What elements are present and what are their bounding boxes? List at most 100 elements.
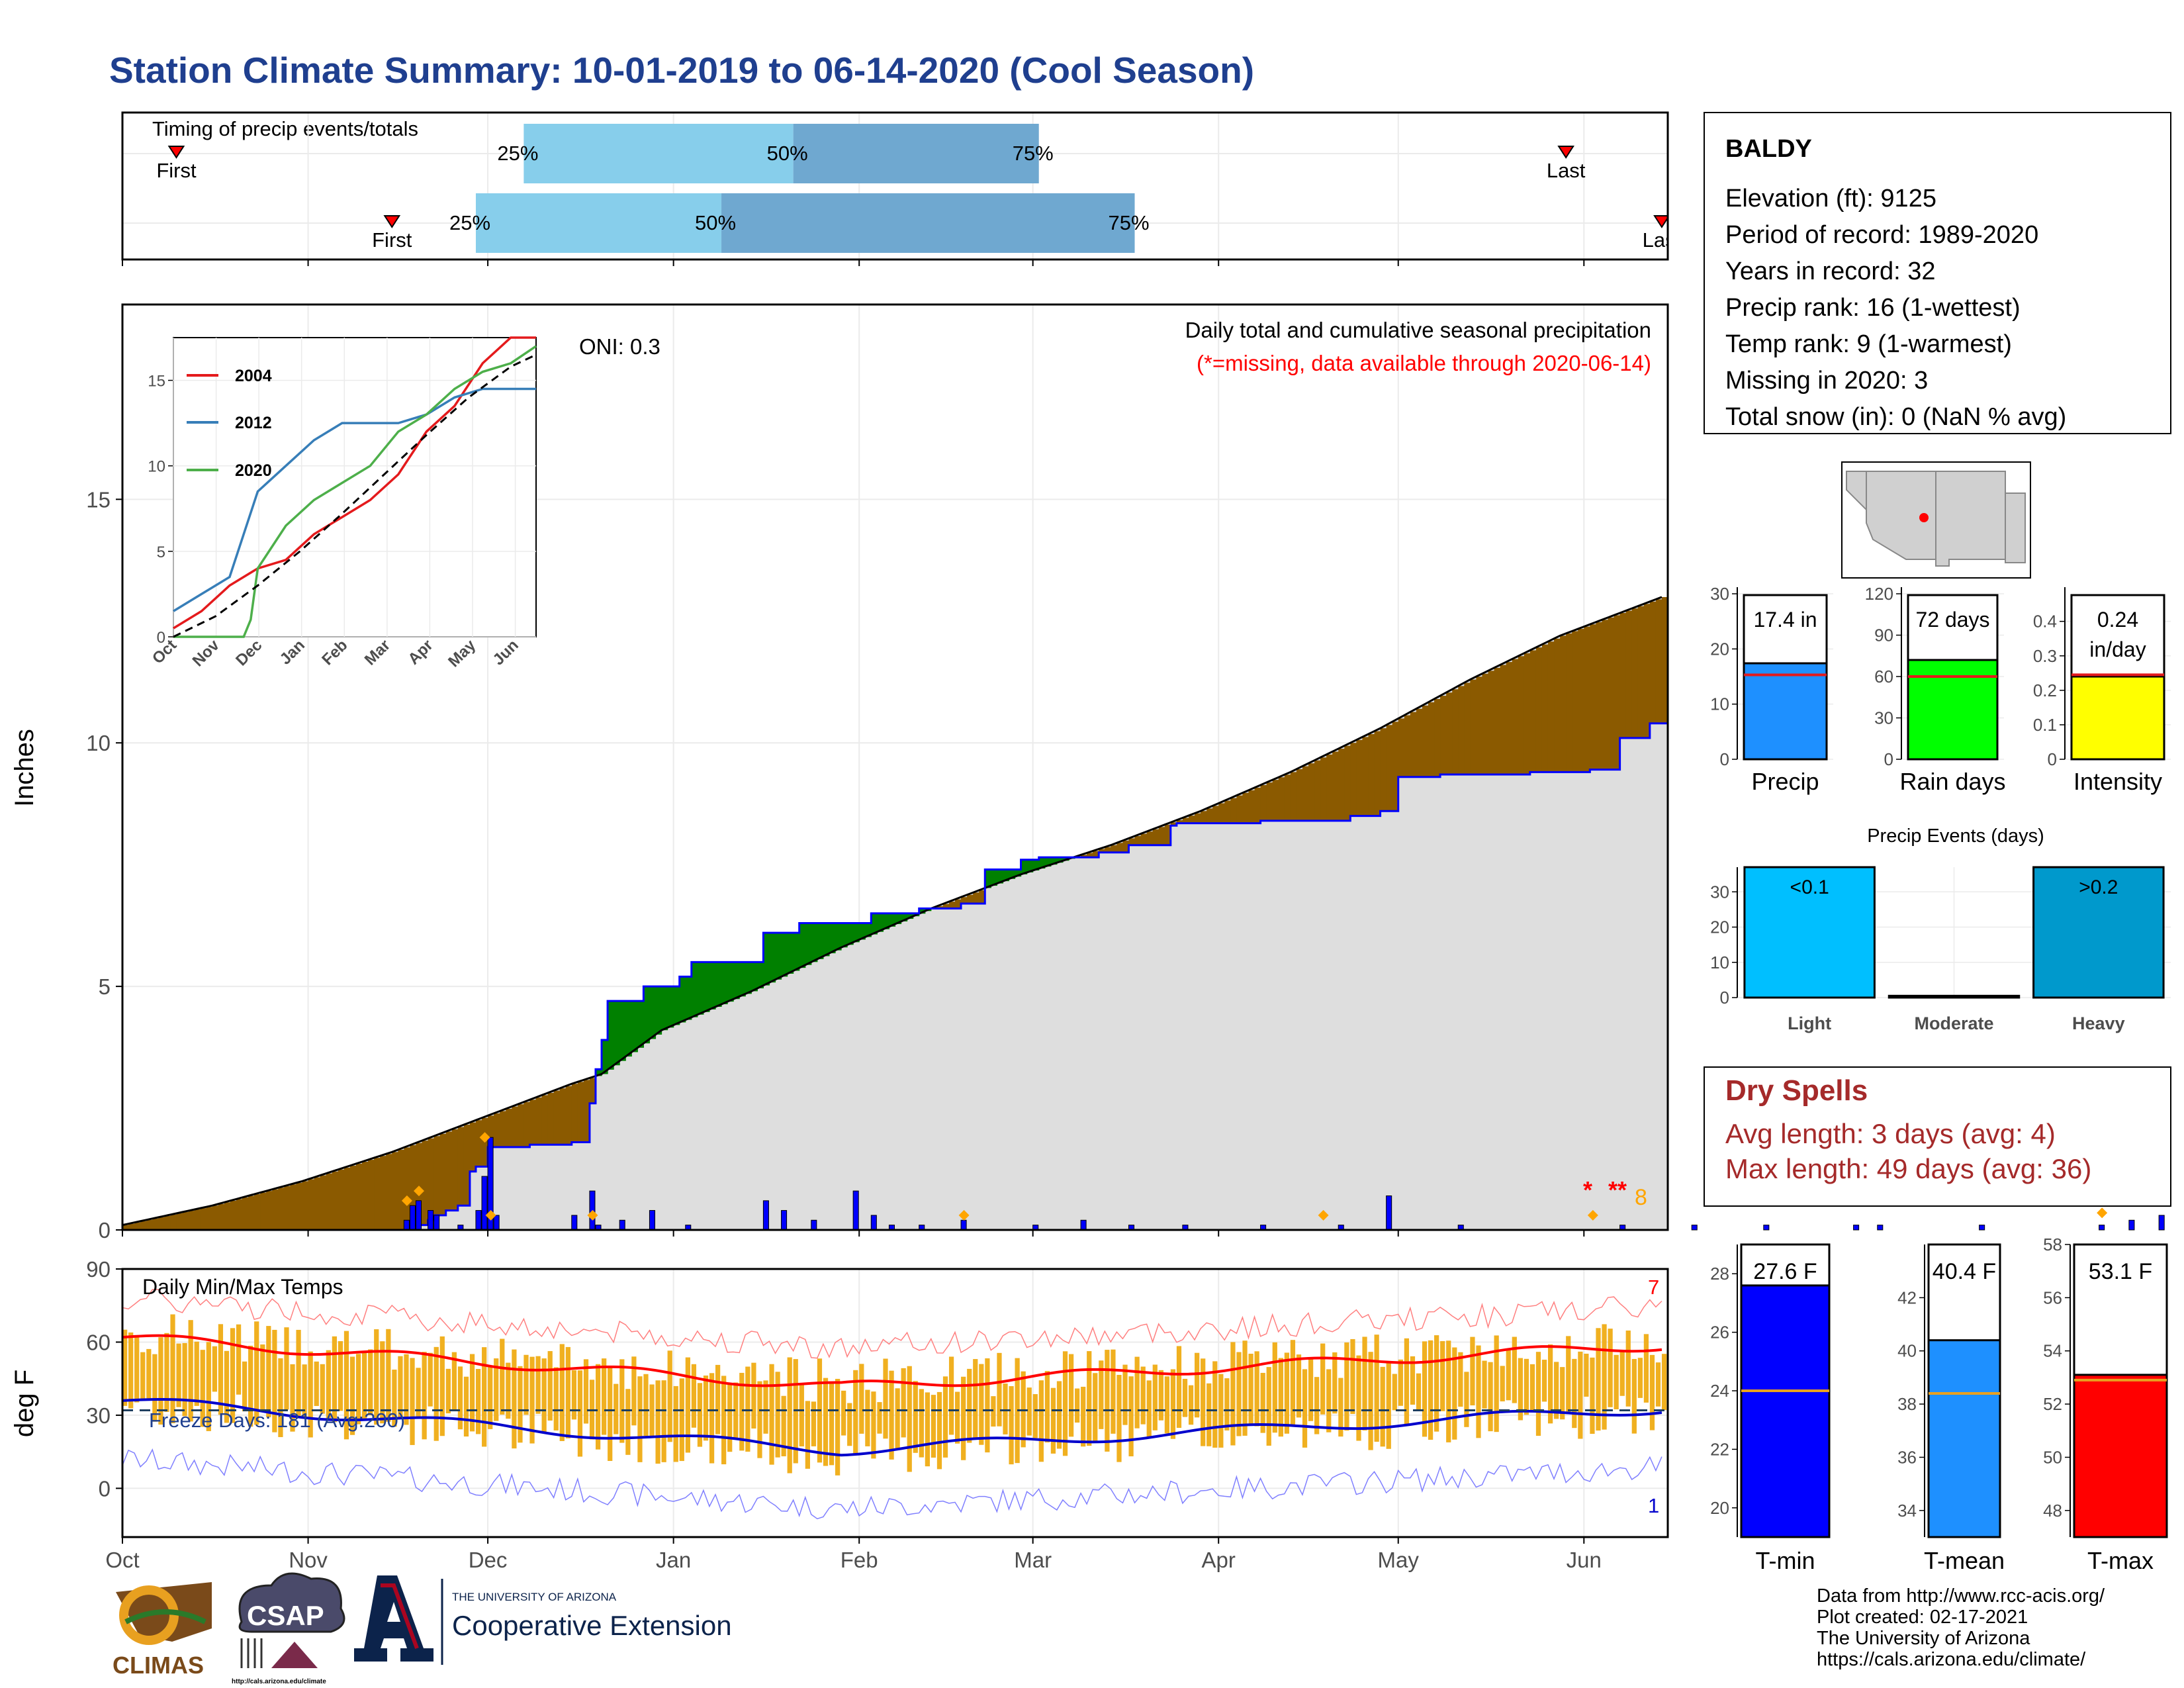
precip-annotation-title: Daily total and cumulative seasonal prec…	[1185, 318, 1651, 342]
precip-y-tick-label: 5	[99, 974, 111, 999]
daily-temp-range-bar	[1009, 1386, 1014, 1465]
temp-bar-y-tick-label: 28	[1710, 1264, 1729, 1284]
deficit-band	[248, 1196, 255, 1230]
deficit-band	[1368, 733, 1375, 816]
deficit-band	[523, 1102, 531, 1147]
daily-temp-range-bar	[847, 1403, 852, 1446]
inset-series-2012	[173, 387, 536, 612]
deficit-band	[1284, 774, 1291, 821]
surplus-band	[685, 976, 692, 1020]
freeze-days-label: Freeze Days: 181 (Avg:200)	[149, 1409, 405, 1432]
station-location-marker	[1919, 513, 1929, 522]
daily-temp-range-bar	[691, 1364, 697, 1428]
map-state-texas	[2005, 492, 2026, 563]
surplus-band	[1050, 857, 1058, 865]
daily-temp-range-bar	[608, 1366, 613, 1462]
deficit-band	[1290, 772, 1297, 821]
deficit-band	[948, 902, 956, 909]
deficit-band	[1338, 749, 1345, 821]
deficit-band	[194, 1209, 201, 1230]
daily-temp-range-bar	[1410, 1356, 1416, 1405]
map-state-nevada	[1846, 471, 1867, 512]
inset-series-2004	[173, 336, 536, 630]
deficit-band	[200, 1208, 207, 1230]
daily-precip-bar	[1763, 1225, 1770, 1231]
deficit-band	[1344, 745, 1351, 821]
surplus-band	[679, 976, 686, 1023]
daily-temp-range-bar	[146, 1348, 152, 1400]
timing-p50-label: 50%	[695, 211, 736, 234]
deficit-band	[362, 1161, 369, 1230]
daily-temp-range-bar	[242, 1361, 248, 1412]
deficit-band	[1619, 613, 1627, 738]
mini-bar-value-label: 72 days	[1915, 608, 1989, 632]
deficit-band	[973, 892, 979, 904]
daily-temp-range-bar	[362, 1352, 367, 1421]
daily-temp-range-bar	[901, 1368, 906, 1438]
deficit-band	[1326, 754, 1333, 821]
surplus-band	[619, 1001, 626, 1061]
daily-temp-range-bar	[1326, 1369, 1332, 1432]
daily-temp-range-bar	[535, 1356, 541, 1414]
daily-temp-range-bar	[913, 1381, 918, 1453]
record-high-line	[122, 1289, 1662, 1359]
daily-temp-range-bar	[320, 1364, 325, 1414]
events-bar-label: >0.2	[2079, 876, 2118, 898]
surplus-band	[631, 1001, 638, 1053]
station-detail: Years in record: 32	[1725, 258, 1936, 285]
deficit-band	[1146, 831, 1154, 845]
deficit-band	[404, 1147, 411, 1230]
daily-temp-range-bar	[1075, 1388, 1080, 1423]
deficit-band	[1529, 650, 1537, 773]
temp-bar-y-tick-label: 38	[1897, 1394, 1917, 1414]
deficit-band	[320, 1175, 327, 1230]
deficit-band	[565, 1086, 572, 1145]
daily-temp-range-bar	[733, 1382, 739, 1438]
daily-temp-range-bar	[392, 1370, 397, 1427]
timing-first-label: First	[372, 228, 412, 252]
daily-temp-range-bar	[1350, 1338, 1355, 1414]
deficit-band	[422, 1141, 429, 1225]
daily-temp-range-bar	[1212, 1361, 1218, 1448]
deficit-band	[451, 1129, 459, 1211]
daily-temp-range-bar	[1176, 1346, 1182, 1429]
surplus-band	[703, 962, 710, 1012]
surplus-band	[1003, 869, 1010, 882]
daily-temp-range-bar	[1266, 1367, 1271, 1446]
surplus-band	[661, 986, 668, 1031]
temp-bar-value-label: 53.1 F	[2089, 1259, 2152, 1284]
deficit-band	[1584, 626, 1590, 773]
daily-temp-range-bar	[835, 1378, 841, 1476]
daily-temp-range-bar	[1470, 1336, 1475, 1406]
events-y-tick-label: 30	[1710, 882, 1729, 902]
daily-precip-bar	[1853, 1225, 1860, 1231]
daily-temp-range-bar	[1254, 1351, 1259, 1427]
mini-bar-value	[1907, 659, 1999, 761]
daily-temp-range-bar	[206, 1342, 211, 1431]
missing-mark-2: **	[1608, 1176, 1627, 1203]
inset-y-tick-label: 0	[157, 629, 165, 647]
daily-temp-range-bar	[661, 1380, 666, 1462]
station-detail: Elevation (ft): 9125	[1725, 185, 1936, 212]
daily-precip-bar	[1386, 1195, 1392, 1231]
daily-temp-range-bar	[1056, 1381, 1062, 1449]
daily-temp-range-bar	[182, 1342, 187, 1417]
daily-temp-range-bar	[482, 1347, 487, 1447]
temp-bar-y-tick-label: 50	[2043, 1447, 2062, 1467]
daily-temp-range-bar	[1547, 1344, 1553, 1424]
deficit-band	[343, 1167, 351, 1230]
deficit-band	[1482, 673, 1489, 775]
daily-temp-range-bar	[1535, 1352, 1541, 1436]
deficit-band	[260, 1192, 267, 1230]
precip-y-label: Inches	[10, 729, 39, 807]
season-totals-bars: 0 10 20 30 17.4 in Precip 0 30 60 90 120 72 days Rai…	[1710, 584, 2171, 795]
inset-legend-label: 2004	[235, 367, 272, 385]
daily-temp-range-bar	[1081, 1386, 1086, 1447]
timing-first-marker	[383, 215, 401, 228]
deficit-band	[128, 1223, 135, 1230]
daily-temp-range-bar	[829, 1382, 835, 1466]
daily-temp-range-bar	[1111, 1349, 1116, 1434]
deficit-band	[1518, 656, 1525, 775]
daily-temp-range-bar	[1182, 1378, 1188, 1417]
deficit-band	[1446, 692, 1453, 775]
